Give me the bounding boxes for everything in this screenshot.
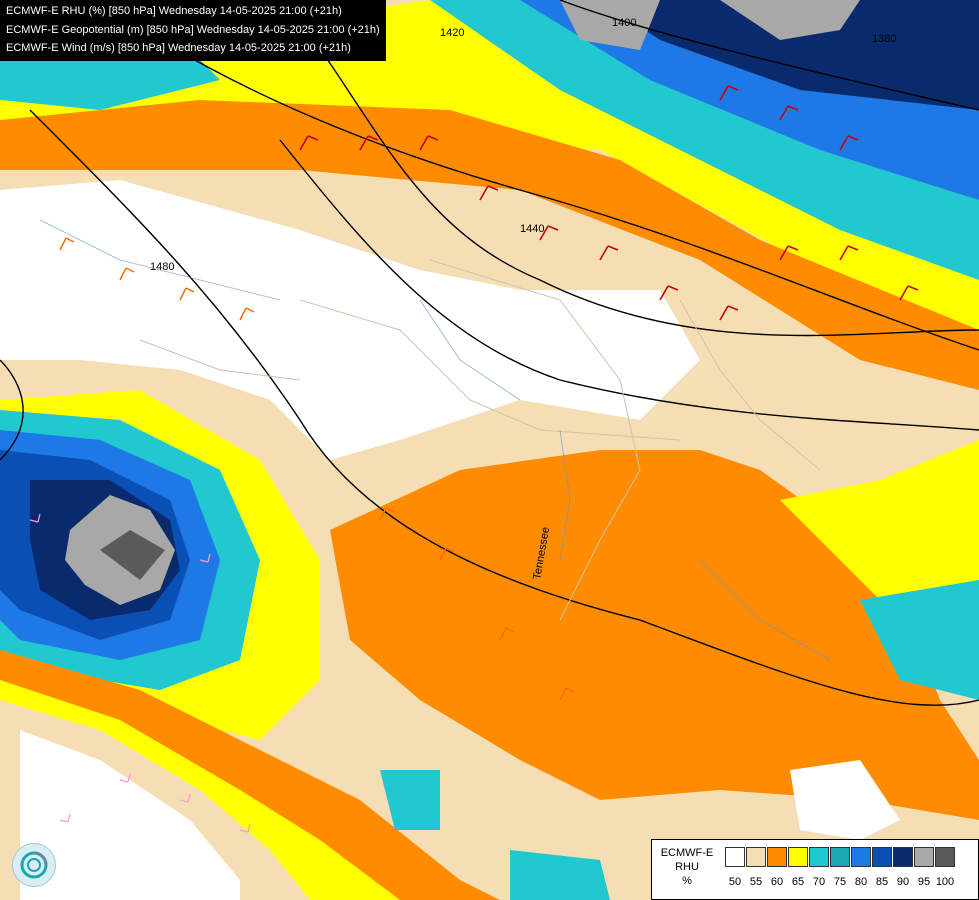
rhu-band-navy-north	[600, 0, 979, 110]
title-geopotential: ECMWF-E Geopotential (m) [850 hPa] Wedne…	[6, 23, 380, 36]
legend-swatch-2	[767, 847, 787, 867]
state-borders	[139, 259, 821, 621]
rhu-west-darkgray	[100, 530, 165, 580]
legend-swatch-0	[725, 847, 745, 867]
rhu-dry-white-zone	[0, 180, 700, 460]
legend-tick-100: 100	[935, 876, 955, 888]
contour-1420	[159, 39, 979, 351]
legend-swatch-4	[809, 847, 829, 867]
wind-barbs-north	[299, 85, 919, 321]
title-wind: ECMWF-E Wind (m/s) [850 hPa] Wednesday 1…	[6, 42, 351, 54]
contour-label-1480: 1480	[150, 261, 174, 273]
legend-tick-60: 60	[770, 876, 784, 888]
contour-label-1420: 1420	[440, 27, 464, 39]
legend-tick-80: 80	[854, 876, 868, 888]
legend-swatch-9	[914, 847, 934, 867]
ecmwf-logo-icon	[12, 843, 56, 887]
legend-tick-70: 70	[812, 876, 826, 888]
header-titles: ECMWF-E RHU (%) [850 hPa] Wednesday 14-0…	[0, 0, 386, 61]
contour-1460	[279, 139, 979, 431]
rhu-sw-white	[20, 730, 240, 900]
contour-1440	[299, 19, 979, 337]
contour-label-1440: 1440	[520, 223, 544, 235]
legend-title: ECMWF-E RHU %	[654, 846, 720, 888]
rhu-sw-cyan-blob-2	[510, 850, 610, 900]
legend-title-line-1: ECMWF-E	[660, 847, 714, 859]
contour-label-1400: 1400	[612, 17, 636, 29]
rhu-white-southeast	[790, 760, 900, 840]
rhu-band-orange-north	[0, 100, 979, 390]
contour-west	[0, 359, 24, 461]
rhu-sw-cyan-blob	[380, 770, 440, 830]
contour-1400	[559, 0, 979, 111]
legend-tick-90: 90	[896, 876, 910, 888]
rhu-cyan-east	[860, 580, 979, 700]
rhu-gray-north-1	[560, 0, 660, 50]
wind-barbs-south	[29, 513, 251, 833]
wind-barbs-west	[59, 237, 575, 701]
legend-swatch-3	[788, 847, 808, 867]
legend-swatch-7	[872, 847, 892, 867]
legend-tick-50: 50	[728, 876, 742, 888]
color-legend: ECMWF-E RHU % 50 55 60 65 70 75 80 85 90 95 100	[651, 839, 979, 900]
legend-swatch-10	[935, 847, 955, 867]
legend-tick-95: 95	[917, 876, 931, 888]
title-rhu: ECMWF-E RHU (%) [850 hPa] Wednesday 14-0…	[6, 5, 342, 17]
legend-tick-75: 75	[833, 876, 847, 888]
legend-swatch-1	[746, 847, 766, 867]
legend-swatches	[725, 847, 956, 867]
legend-tick-85: 85	[875, 876, 889, 888]
legend-title-line-2: RHU	[675, 861, 699, 873]
rhu-gray-north-2	[720, 0, 860, 40]
legend-swatch-6	[851, 847, 871, 867]
rivers	[39, 219, 831, 661]
contour-label-1380: 1380	[872, 33, 896, 45]
legend-tick-65: 65	[791, 876, 805, 888]
legend-tick-55: 55	[749, 876, 763, 888]
legend-title-line-3: %	[682, 875, 692, 887]
contour-1480	[29, 109, 979, 706]
legend-swatch-5	[830, 847, 850, 867]
legend-swatch-8	[893, 847, 913, 867]
rhu-orange-south	[330, 450, 979, 820]
